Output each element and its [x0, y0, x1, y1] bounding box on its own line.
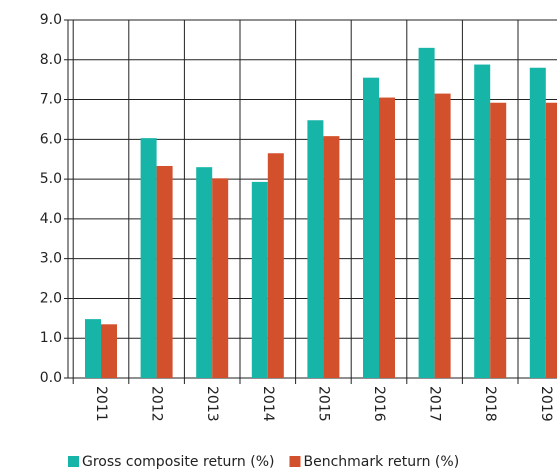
x-tick-label: 2012: [149, 386, 165, 422]
bar: [251, 181, 268, 378]
y-tick-label: 0.0: [40, 370, 62, 386]
y-tick-label: 1.0: [40, 330, 62, 346]
x-tick-label: 2017: [427, 386, 443, 422]
y-tick-label: 4.0: [40, 211, 62, 227]
x-tick-label: 2019: [538, 386, 554, 422]
legend-swatch: [68, 456, 79, 467]
x-tick-label: 2016: [371, 386, 387, 422]
bar: [418, 47, 435, 378]
y-tick-label: 7.0: [40, 92, 62, 108]
bar: [474, 64, 491, 378]
y-tick-label: 9.0: [40, 12, 62, 28]
x-tick-label: 2015: [315, 386, 331, 422]
bar: [529, 67, 546, 378]
bar: [196, 167, 213, 378]
bar: [363, 77, 379, 378]
y-tick-label: 3.0: [40, 251, 62, 267]
y-tick-label: 6.0: [40, 131, 62, 147]
x-tick-label: 2013: [204, 386, 220, 422]
x-tick-label: 2018: [482, 386, 498, 422]
bar: [490, 102, 507, 378]
bar: [267, 153, 284, 378]
bar: [307, 120, 324, 379]
bar: [545, 102, 557, 378]
bar: [85, 319, 101, 378]
x-tick-label: 2014: [260, 386, 276, 422]
bar: [101, 324, 117, 378]
bar: [379, 97, 395, 379]
bar: [212, 178, 229, 378]
y-tick-label: 5.0: [40, 171, 62, 187]
legend-swatch: [289, 456, 301, 467]
x-tick-label: 2011: [93, 386, 109, 422]
y-tick-label: 8.0: [40, 52, 62, 68]
bar: [140, 138, 157, 378]
bar: [434, 93, 451, 378]
bar: [156, 165, 173, 378]
bar: [323, 136, 340, 378]
y-tick-label: 2.0: [40, 290, 62, 306]
legend-label: Gross composite return (%): [82, 454, 274, 470]
legend-label: Benchmark return (%): [303, 454, 459, 470]
